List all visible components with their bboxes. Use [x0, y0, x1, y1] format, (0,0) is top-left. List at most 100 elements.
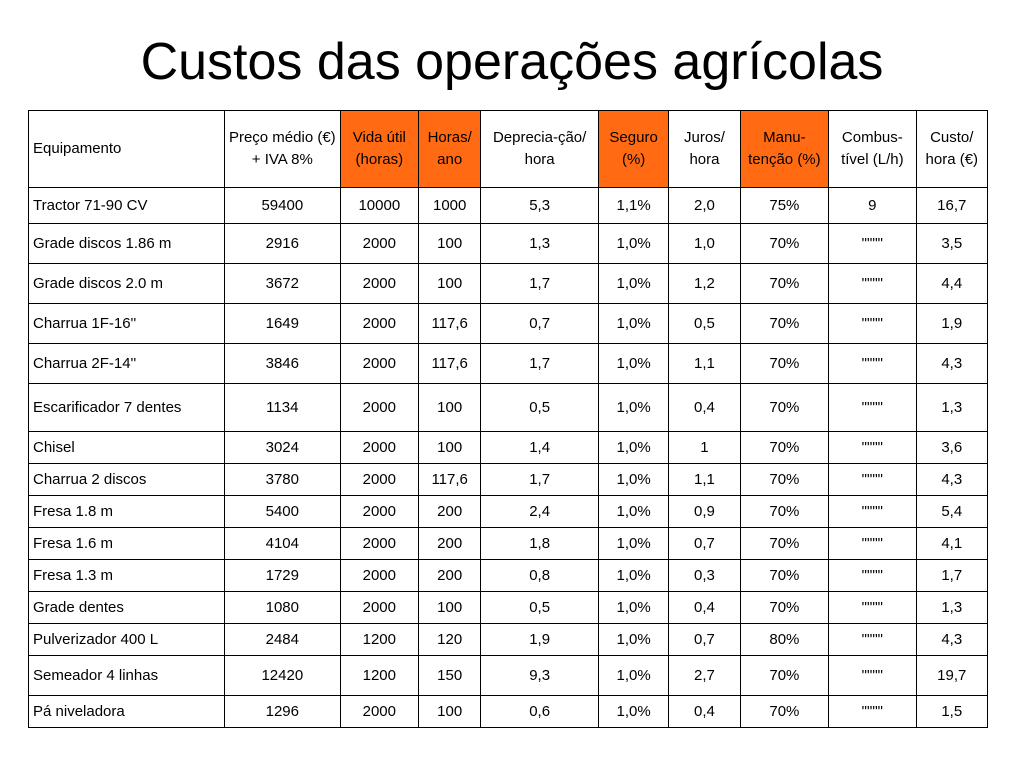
table-cell-insurance: 1,0%	[597, 559, 670, 592]
table-cell-price: 3846	[224, 343, 341, 384]
table-cell-lifetime: 2000	[339, 223, 420, 264]
column-header-depreciation: Deprecia-ção/ hora	[480, 110, 599, 188]
table-cell-cost-hour: 4,3	[915, 463, 989, 496]
table-cell-insurance: 1,0%	[597, 303, 670, 344]
table-cell-hours-year: 1000	[418, 187, 482, 224]
column-header-price: Preço médio (€) + IVA 8%	[224, 110, 341, 188]
table-cell-depreciation: 1,7	[480, 463, 599, 496]
table-cell-hours-year: 117,6	[418, 303, 482, 344]
table-cell-fuel: """"	[828, 223, 917, 264]
table-row: Escarificador 7 dentes 1134 2000 100 0,5 1,0%…	[27, 383, 989, 432]
table-cell-fuel: """"	[828, 431, 917, 464]
table-cell-cost-hour: 4,3	[915, 623, 989, 656]
table-cell-insurance: 1,0%	[597, 263, 670, 304]
table-cell-depreciation: 9,3	[480, 655, 599, 696]
table-cell-depreciation: 2,4	[480, 495, 599, 528]
table-cell-interest: 1	[668, 431, 741, 464]
table-cell-lifetime: 2000	[339, 431, 420, 464]
column-header-lifetime: Vida útil (horas)	[339, 110, 420, 188]
table-cell-hours-year: 100	[418, 263, 482, 304]
table-cell-maintenance: 70%	[739, 303, 830, 344]
table-cell-equipment: Charrua 2F-14''	[27, 343, 226, 384]
table-cell-hours-year: 150	[418, 655, 482, 696]
table-cell-depreciation: 1,4	[480, 431, 599, 464]
table-row: Fresa 1.6 m 4104 2000 200 1,8 1,0% 0,7 70% """" 4…	[27, 527, 989, 560]
table-cell-price: 12420	[224, 655, 341, 696]
column-header-interest: Juros/ hora	[668, 110, 741, 188]
table-cell-hours-year: 117,6	[418, 343, 482, 384]
table-cell-maintenance: 70%	[739, 431, 830, 464]
table-cell-lifetime: 2000	[339, 559, 420, 592]
table-cell-interest: 0,7	[668, 623, 741, 656]
table-cell-insurance: 1,0%	[597, 695, 670, 728]
table-cell-maintenance: 70%	[739, 655, 830, 696]
table-cell-fuel: """"	[828, 303, 917, 344]
table-cell-interest: 2,7	[668, 655, 741, 696]
table-cell-maintenance: 70%	[739, 591, 830, 624]
table-cell-fuel: """"	[828, 591, 917, 624]
table-cell-hours-year: 120	[418, 623, 482, 656]
table-cell-maintenance: 70%	[739, 263, 830, 304]
table-cell-depreciation: 0,6	[480, 695, 599, 728]
table-cell-fuel: """"	[828, 655, 917, 696]
table-cell-cost-hour: 1,3	[915, 591, 989, 624]
table-cell-price: 4104	[224, 527, 341, 560]
table-cell-hours-year: 100	[418, 591, 482, 624]
table-cell-fuel: """"	[828, 559, 917, 592]
table-cell-cost-hour: 1,3	[915, 383, 989, 432]
table-cell-insurance: 1,0%	[597, 591, 670, 624]
table-cell-insurance: 1,0%	[597, 655, 670, 696]
table-cell-equipment: Chisel	[27, 431, 226, 464]
column-header-hours-year: Horas/ ano	[418, 110, 482, 188]
table-cell-hours-year: 100	[418, 223, 482, 264]
table-cell-interest: 0,3	[668, 559, 741, 592]
table-cell-lifetime: 2000	[339, 527, 420, 560]
table-cell-price: 59400	[224, 187, 341, 224]
table-cell-equipment: Tractor 71-90 CV	[27, 187, 226, 224]
table-cell-insurance: 1,0%	[597, 431, 670, 464]
table-cell-price: 3024	[224, 431, 341, 464]
table-row: Charrua 1F-16'' 1649 2000 117,6 0,7 1,0% 0,5 70…	[27, 303, 989, 344]
header-row: Equipamento Preço médio (€) + IVA 8% Vida …	[27, 110, 989, 188]
table-row: Chisel 3024 2000 100 1,4 1,0% 1 70% """" 3,6	[27, 431, 989, 464]
table-cell-lifetime: 2000	[339, 495, 420, 528]
table-cell-depreciation: 1,8	[480, 527, 599, 560]
table-cell-fuel: """"	[828, 527, 917, 560]
table-cell-interest: 1,0	[668, 223, 741, 264]
table-cell-equipment: Pulverizador 400 L	[27, 623, 226, 656]
table-cell-fuel: """"	[828, 383, 917, 432]
table-cell-cost-hour: 4,3	[915, 343, 989, 384]
table-cell-depreciation: 1,7	[480, 263, 599, 304]
table-body: Tractor 71-90 CV 59400 10000 1000 5,3 1,1% 2,0…	[27, 187, 989, 728]
table-cell-fuel: """"	[828, 695, 917, 728]
column-header-insurance: Seguro (%)	[597, 110, 670, 188]
table-cell-hours-year: 100	[418, 695, 482, 728]
table-cell-maintenance: 70%	[739, 695, 830, 728]
table-cell-hours-year: 200	[418, 527, 482, 560]
table-cell-lifetime: 2000	[339, 383, 420, 432]
table-cell-equipment: Charrua 1F-16''	[27, 303, 226, 344]
table-cell-insurance: 1,0%	[597, 527, 670, 560]
table-row: Tractor 71-90 CV 59400 10000 1000 5,3 1,1% 2,0…	[27, 187, 989, 224]
table-cell-price: 1296	[224, 695, 341, 728]
table-cell-cost-hour: 19,7	[915, 655, 989, 696]
table-cell-lifetime: 1200	[339, 623, 420, 656]
table-cell-interest: 0,4	[668, 695, 741, 728]
table-cell-depreciation: 1,3	[480, 223, 599, 264]
table-cell-price: 2916	[224, 223, 341, 264]
table-row: Fresa 1.3 m 1729 2000 200 0,8 1,0% 0,3 70% """" 1…	[27, 559, 989, 592]
table-cell-interest: 0,7	[668, 527, 741, 560]
table-cell-interest: 1,1	[668, 463, 741, 496]
table-cell-price: 5400	[224, 495, 341, 528]
table-cell-cost-hour: 3,5	[915, 223, 989, 264]
table-cell-cost-hour: 4,4	[915, 263, 989, 304]
table-cell-lifetime: 2000	[339, 463, 420, 496]
table-cell-hours-year: 200	[418, 495, 482, 528]
table-cell-maintenance: 75%	[739, 187, 830, 224]
column-header-fuel: Combus-tível (L/h)	[828, 110, 917, 188]
table-cell-price: 1729	[224, 559, 341, 592]
table-cell-equipment: Grade dentes	[27, 591, 226, 624]
table-cell-insurance: 1,0%	[597, 623, 670, 656]
table-cell-price: 3672	[224, 263, 341, 304]
table-cell-equipment: Fresa 1.3 m	[27, 559, 226, 592]
